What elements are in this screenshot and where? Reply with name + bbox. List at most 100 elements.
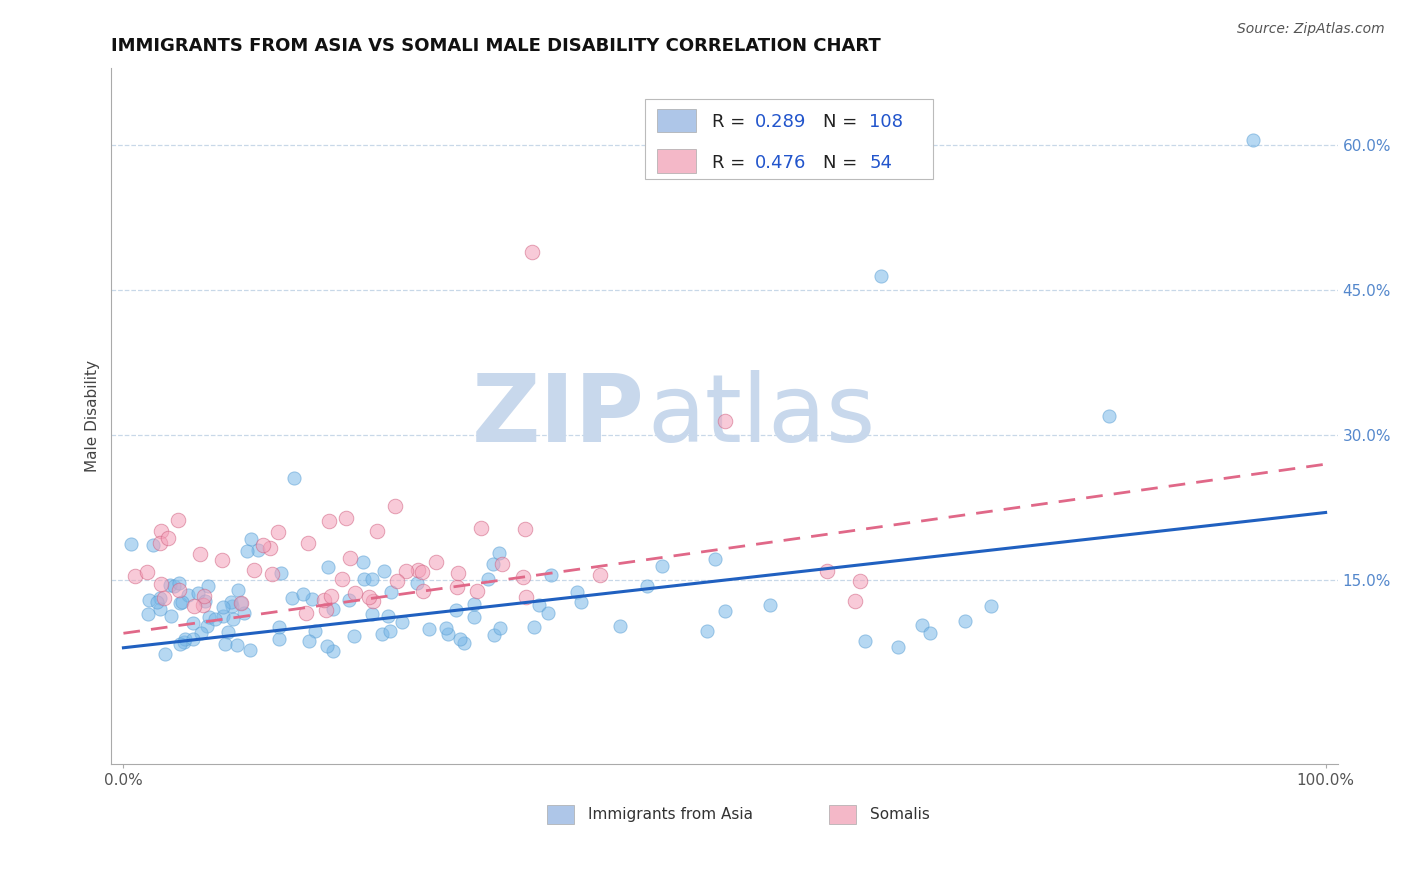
Point — [149, 577, 172, 591]
Text: IMMIGRANTS FROM ASIA VS SOMALI MALE DISABILITY CORRELATION CHART: IMMIGRANTS FROM ASIA VS SOMALI MALE DISA… — [111, 37, 882, 55]
Point — [167, 576, 190, 591]
Point — [260, 566, 283, 581]
Point — [343, 629, 366, 643]
Point — [149, 591, 172, 606]
Point — [167, 512, 190, 526]
Text: 0.476: 0.476 — [755, 153, 807, 171]
Point — [447, 566, 470, 580]
Point — [1243, 133, 1265, 147]
Point — [609, 618, 631, 632]
Point — [173, 635, 195, 649]
Point — [339, 551, 361, 566]
Point — [537, 606, 560, 620]
Point — [361, 607, 384, 621]
Point — [853, 634, 876, 648]
Point — [190, 626, 212, 640]
Point — [152, 591, 174, 605]
Text: N =: N = — [823, 153, 863, 171]
Point — [588, 567, 610, 582]
Point — [910, 618, 932, 632]
Point — [229, 596, 252, 610]
Point — [157, 531, 180, 545]
Point — [197, 610, 219, 624]
Point — [453, 636, 475, 650]
Point — [319, 590, 342, 604]
Point — [193, 594, 215, 608]
Point — [463, 610, 485, 624]
Point — [330, 572, 353, 586]
Point — [449, 632, 471, 646]
Point — [124, 568, 146, 582]
Point — [651, 559, 673, 574]
Text: 108: 108 — [869, 113, 903, 131]
Point — [259, 541, 281, 555]
Point — [569, 595, 592, 609]
Point — [120, 537, 142, 551]
Point — [163, 579, 186, 593]
Point — [294, 607, 316, 621]
Point — [713, 414, 735, 428]
Point — [887, 640, 910, 654]
Point — [153, 647, 176, 661]
Point — [512, 570, 534, 584]
Point — [292, 586, 315, 600]
Point — [522, 244, 544, 259]
Point — [844, 594, 866, 608]
Point — [314, 593, 336, 607]
FancyBboxPatch shape — [645, 99, 934, 179]
Point — [434, 621, 457, 635]
Text: 54: 54 — [869, 153, 893, 171]
Point — [477, 572, 499, 586]
Point — [150, 524, 173, 539]
Text: R =: R = — [713, 153, 751, 171]
Text: 0.289: 0.289 — [755, 113, 807, 131]
Point — [465, 583, 488, 598]
Point — [304, 624, 326, 638]
Bar — [828, 805, 856, 824]
Point — [211, 609, 233, 624]
Point — [384, 499, 406, 513]
Y-axis label: Male Disability: Male Disability — [86, 359, 100, 472]
Point — [980, 599, 1002, 614]
Text: ZIP: ZIP — [472, 370, 645, 462]
Point — [195, 618, 218, 632]
Point — [239, 643, 262, 657]
Point — [217, 624, 239, 639]
Point — [361, 573, 384, 587]
Point — [252, 538, 274, 552]
Bar — [657, 149, 696, 173]
Point — [713, 604, 735, 618]
Point — [370, 627, 392, 641]
Point — [170, 595, 193, 609]
Point — [373, 564, 395, 578]
Point — [149, 602, 172, 616]
Point — [322, 644, 344, 658]
Point — [191, 598, 214, 612]
Point — [418, 622, 440, 636]
Bar — [657, 109, 696, 133]
Point — [174, 632, 197, 647]
Point — [444, 603, 467, 617]
Point — [267, 525, 290, 540]
Point — [352, 555, 374, 569]
Point — [405, 575, 427, 590]
Point — [298, 634, 321, 648]
Text: N =: N = — [823, 113, 863, 131]
Point — [484, 628, 506, 642]
Point — [412, 584, 434, 599]
Point — [169, 596, 191, 610]
Text: Somalis: Somalis — [870, 807, 931, 822]
Point — [337, 592, 360, 607]
Point — [243, 563, 266, 577]
Point — [446, 581, 468, 595]
Point — [366, 524, 388, 539]
Point — [280, 591, 302, 605]
Point — [146, 595, 169, 609]
Point — [221, 599, 243, 613]
Point — [359, 591, 381, 605]
Point — [491, 557, 513, 571]
Point — [953, 614, 976, 628]
Point — [190, 547, 212, 561]
Point — [385, 574, 408, 588]
Point — [395, 564, 418, 578]
